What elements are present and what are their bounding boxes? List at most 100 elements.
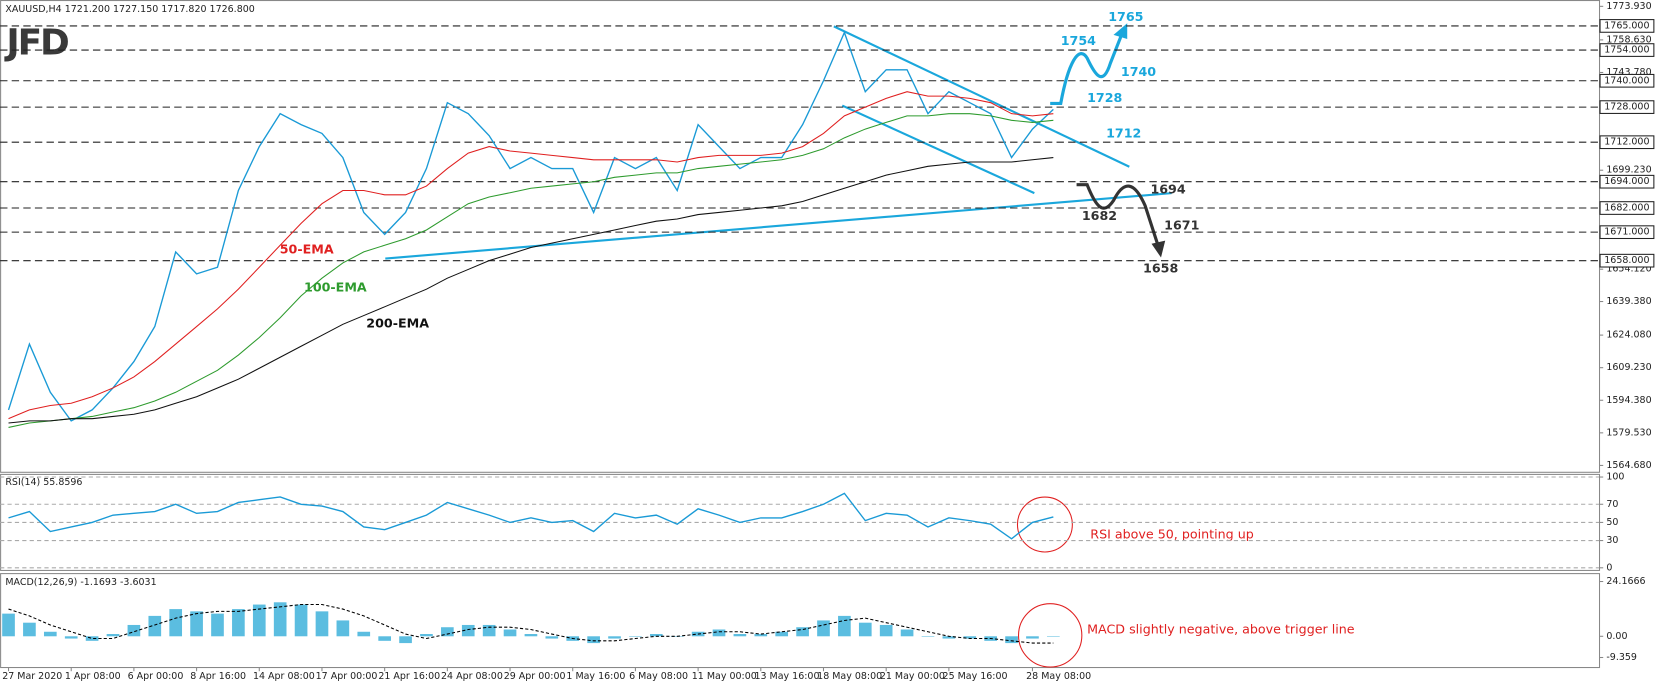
bearish-arrowhead	[1151, 240, 1166, 258]
x-tick-label: 1 Apr 08:00	[65, 671, 121, 682]
histogram-bar	[754, 634, 768, 637]
rsi-annotation: RSI above 50, pointing up	[1090, 527, 1254, 542]
histogram-bar	[879, 624, 893, 637]
histogram-bar	[232, 609, 245, 637]
level-box	[1599, 253, 1655, 268]
logo: JFD	[3, 22, 68, 63]
bearish-target: 1671	[1164, 217, 1199, 232]
series-line	[8, 157, 1054, 424]
bearish-target: 1694	[1150, 182, 1185, 197]
y-tick-label: 0.00	[1606, 631, 1627, 642]
level-box	[1599, 201, 1655, 215]
y-tick-label: 30	[1606, 535, 1618, 546]
level-label: 1694.000	[1604, 176, 1649, 187]
y-tick-label: 1609.230	[1606, 362, 1651, 373]
histogram-bar	[858, 622, 872, 637]
histogram-bar	[817, 620, 830, 637]
histogram-bar	[1026, 636, 1039, 639]
y-tick-label: 1594.380	[1606, 395, 1651, 406]
series-label: 50-EMA	[280, 242, 334, 257]
y-tick-label: -9.359	[1606, 652, 1637, 663]
histogram-bar	[190, 611, 203, 637]
x-tick-label: 11 May 00:00	[692, 671, 757, 682]
series-line	[8, 91, 1054, 420]
histogram-bar	[775, 631, 789, 637]
support-line	[385, 192, 1172, 260]
histogram-bar	[921, 636, 935, 637]
histogram-bar	[211, 613, 224, 637]
level-label: 1728.000	[1604, 102, 1649, 113]
y-tick-label: 1564.680	[1606, 460, 1651, 471]
histogram-bar	[315, 611, 329, 637]
histogram-bar	[64, 636, 78, 639]
histogram-bar	[838, 615, 851, 637]
histogram-bar	[441, 627, 454, 637]
histogram-bar	[796, 627, 809, 637]
histogram-bar	[357, 631, 371, 637]
histogram-bar	[399, 636, 412, 644]
x-tick-label: 18 May 08:00	[817, 671, 882, 682]
level-box	[1599, 73, 1655, 88]
channel-lower	[841, 104, 1035, 195]
x-tick-label: 6 May 08:00	[629, 671, 688, 682]
level-label: 1682.000	[1604, 203, 1649, 214]
level-label: 1658.000	[1604, 255, 1649, 266]
histogram-bar	[503, 629, 517, 637]
histogram-bar	[649, 634, 663, 637]
histogram-bar	[148, 615, 162, 637]
x-tick-label: 8 Apr 16:00	[190, 671, 246, 682]
bearish-path	[1076, 183, 1160, 246]
histogram-bar	[378, 636, 391, 641]
histogram-bar	[420, 634, 433, 637]
histogram-bar	[169, 609, 183, 637]
y-tick-label: 1639.380	[1606, 296, 1651, 307]
level-label: 1712.000	[1604, 137, 1649, 148]
macd-highlight	[1017, 603, 1083, 668]
bullish-target: 1754	[1061, 33, 1096, 48]
y-tick-label: 50	[1606, 517, 1618, 528]
histogram-bar	[524, 634, 538, 637]
level-box	[1599, 135, 1655, 150]
series-line	[8, 492, 1054, 540]
series-label: 100-EMA	[304, 280, 367, 295]
histogram-bar	[85, 636, 99, 641]
rsi-title: RSI(14) 55.8596	[5, 477, 82, 488]
histogram-bar	[127, 624, 141, 637]
bullish-target: 1712	[1106, 125, 1141, 140]
bullish-target: 1765	[1108, 9, 1143, 24]
level-label: 1765.000	[1604, 20, 1649, 31]
histogram-bar	[712, 629, 726, 637]
level-box	[1599, 225, 1655, 240]
histogram-bar	[294, 604, 308, 637]
y-tick-label: 1654.120	[1606, 264, 1651, 275]
bullish-target: 1740	[1121, 64, 1156, 79]
histogram-bar	[1005, 636, 1018, 644]
x-tick-label: 6 Apr 00:00	[128, 671, 184, 682]
x-tick-label: 17 Apr 00:00	[316, 671, 378, 682]
rsi-highlight	[1016, 496, 1073, 553]
histogram-bar	[273, 602, 287, 637]
y-tick-label: 1773.930	[1606, 1, 1651, 12]
x-tick-label: 27 Mar 2020	[2, 671, 62, 682]
histogram-bar	[629, 636, 642, 637]
macd-title: MACD(12,26,9) -1.1693 -3.6031	[5, 577, 156, 588]
bearish-target: 1682	[1082, 208, 1117, 223]
bearish-target: 1658	[1143, 261, 1178, 276]
y-tick-label: 100	[1606, 472, 1624, 483]
x-tick-label: 25 May 16:00	[943, 671, 1008, 682]
symbol-info: XAUUSD,H4 1721.200 1727.150 1717.820 172…	[5, 4, 254, 15]
histogram-bar	[482, 624, 496, 637]
histogram-bar	[43, 631, 57, 637]
histogram-bar	[461, 624, 475, 637]
macd-annotation: MACD slightly negative, above trigger li…	[1087, 622, 1355, 637]
level-label: 1740.000	[1604, 75, 1649, 86]
level-box	[1599, 19, 1655, 33]
x-tick-label: 29 Apr 00:00	[504, 671, 566, 682]
histogram-bar	[252, 604, 266, 637]
series-line	[7, 30, 1054, 422]
series-label: 200-EMA	[366, 316, 429, 331]
histogram-bar	[336, 620, 350, 637]
y-tick-label: 70	[1606, 499, 1618, 510]
